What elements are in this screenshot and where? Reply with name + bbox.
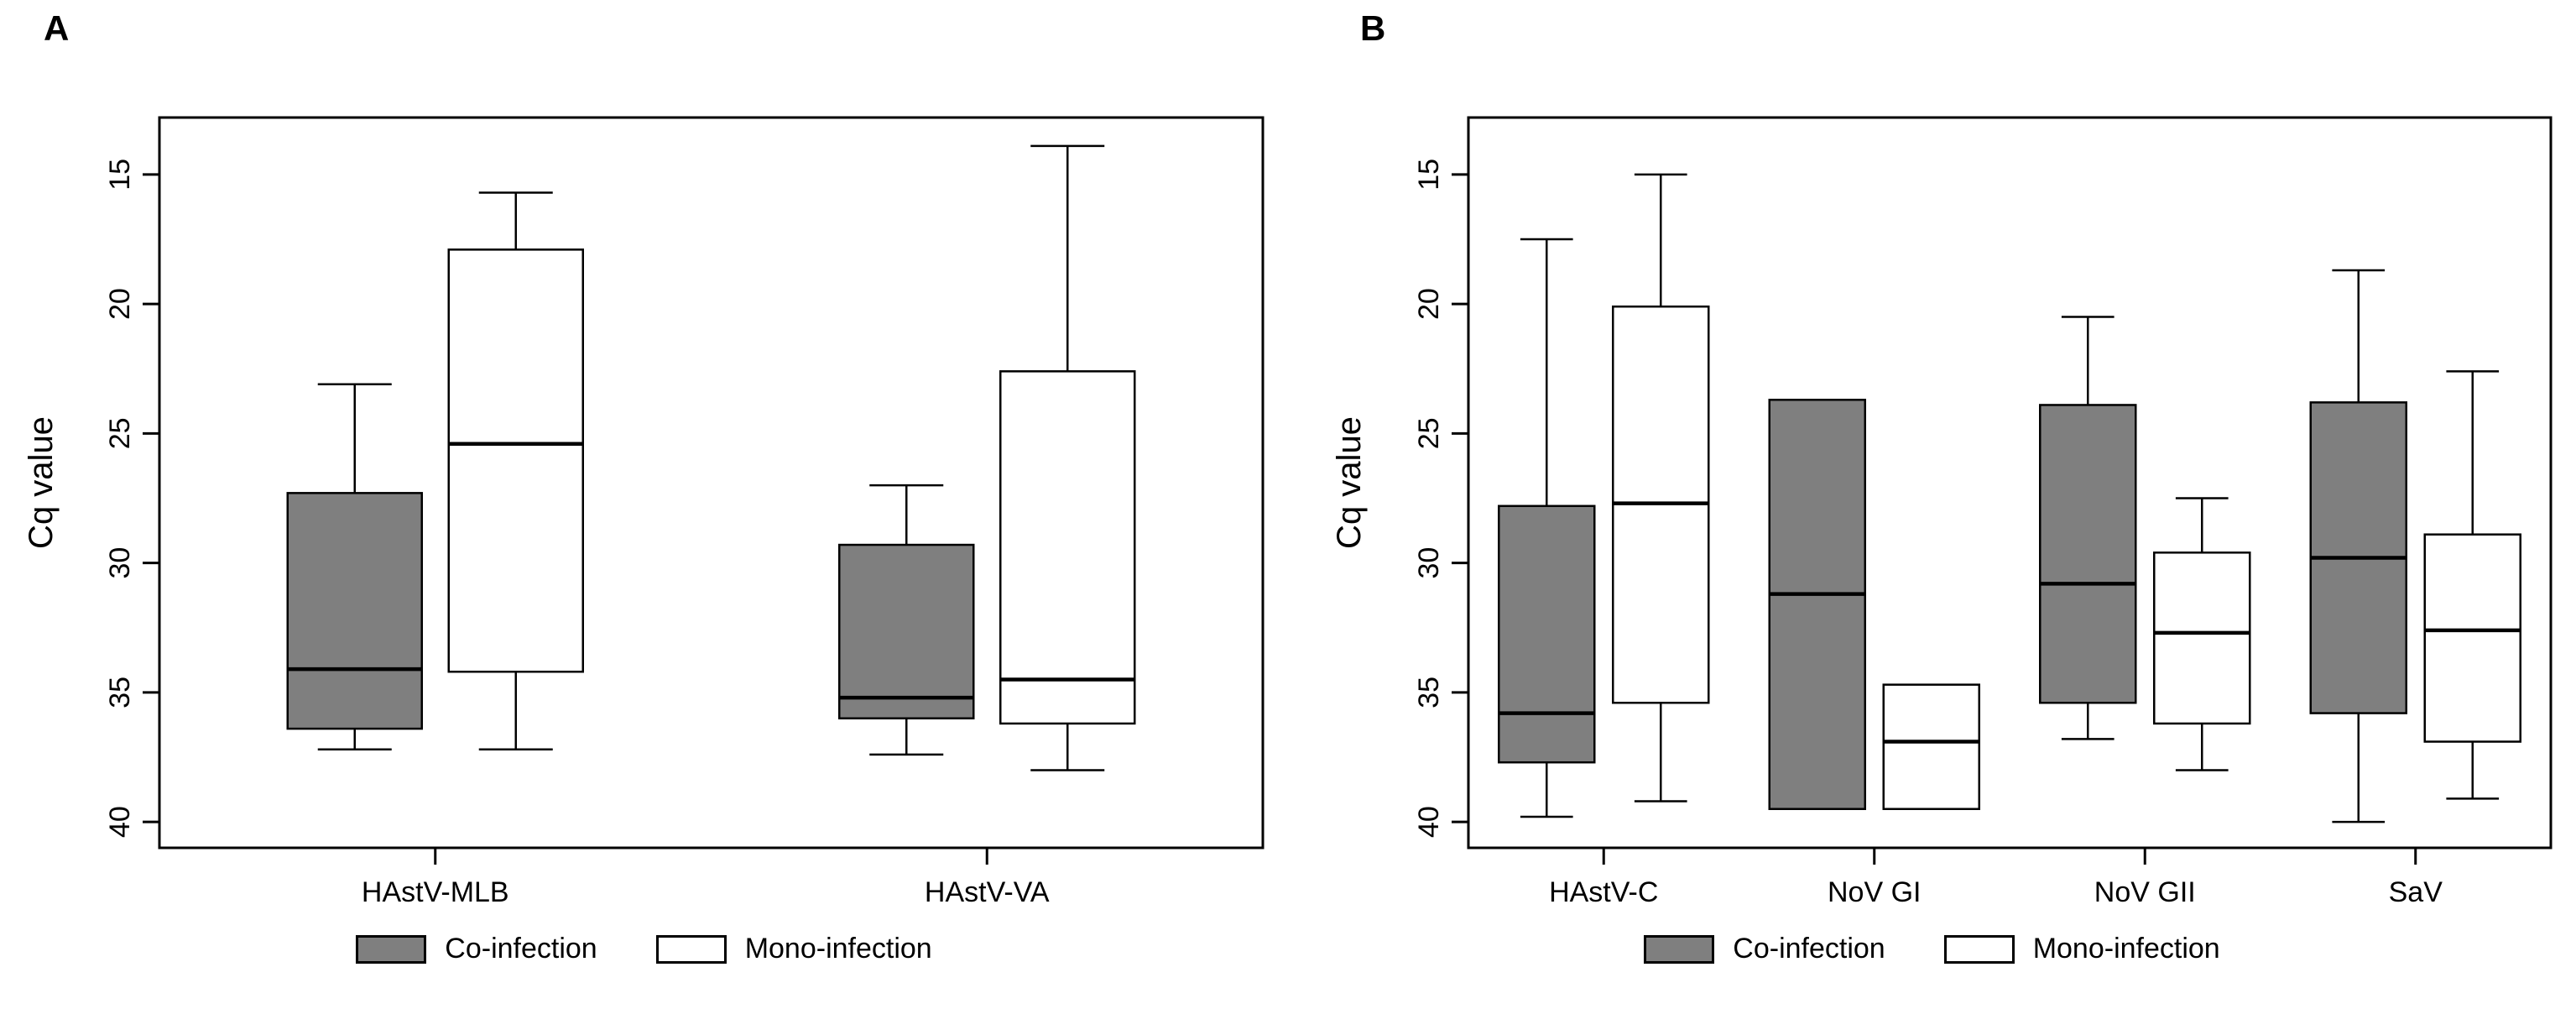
legend-panel-a: Co-infection Mono-infection xyxy=(356,933,932,965)
svg-text:35: 35 xyxy=(1413,677,1445,708)
svg-text:20: 20 xyxy=(104,288,136,320)
svg-text:Cq value: Cq value xyxy=(23,416,60,549)
svg-text:35: 35 xyxy=(104,677,136,708)
svg-text:20: 20 xyxy=(1413,288,1445,320)
svg-text:Cq value: Cq value xyxy=(1331,416,1368,549)
boxplot-panel-a: 15 20 25 30 35 40 Cq value HAstV-MLB HAstV-VA xyxy=(23,116,1265,908)
mono-infection-swatch xyxy=(1943,934,2015,964)
svg-text:HAstV-VA: HAstV-VA xyxy=(925,876,1050,908)
legend-item-co-infection: Co-infection xyxy=(356,933,597,965)
panel-label-a: A xyxy=(44,8,70,48)
svg-text:15: 15 xyxy=(104,159,136,191)
legend-item-mono-infection: Mono-infection xyxy=(655,933,932,965)
panel-label-b: B xyxy=(1360,8,1386,48)
boxplot-panel-b: 15 20 25 30 35 40 Cq value HAstV-C NoV GI NoV GII… xyxy=(1331,116,2553,908)
mono-infection-label: Mono-infection xyxy=(2032,933,2220,965)
svg-text:NoV GII: NoV GII xyxy=(2094,876,2196,908)
legend-panel-b: Co-infection Mono-infection xyxy=(1644,933,2220,965)
svg-text:15: 15 xyxy=(1413,159,1445,191)
co-infection-swatch xyxy=(356,934,427,964)
mono-infection-swatch xyxy=(655,934,727,964)
svg-text:30: 30 xyxy=(1413,547,1445,579)
co-infection-label: Co-infection xyxy=(445,933,597,965)
legend-item-co-infection: Co-infection xyxy=(1644,933,1885,965)
legend-item-mono-infection: Mono-infection xyxy=(1943,933,2220,965)
svg-text:NoV GI: NoV GI xyxy=(1828,876,1921,908)
svg-text:25: 25 xyxy=(1413,417,1445,449)
svg-text:40: 40 xyxy=(104,806,136,838)
co-infection-label: Co-infection xyxy=(1733,933,1885,965)
panel-b: B 15 20 25 30 35 40 Cq value HAstV-C NoV GI NoV G… xyxy=(1288,0,2576,1009)
svg-text:30: 30 xyxy=(104,547,136,579)
svg-text:25: 25 xyxy=(104,417,136,449)
panel-a: A 15 20 25 30 35 40 Cq value HAstV-MLB HAstV-VA … xyxy=(23,8,1265,965)
mono-infection-label: Mono-infection xyxy=(744,933,932,965)
svg-text:HAstV-C: HAstV-C xyxy=(1549,876,1658,908)
svg-text:SaV: SaV xyxy=(2389,876,2443,908)
svg-text:40: 40 xyxy=(1413,806,1445,838)
co-infection-swatch xyxy=(1644,934,1715,964)
svg-text:HAstV-MLB: HAstV-MLB xyxy=(362,876,509,908)
